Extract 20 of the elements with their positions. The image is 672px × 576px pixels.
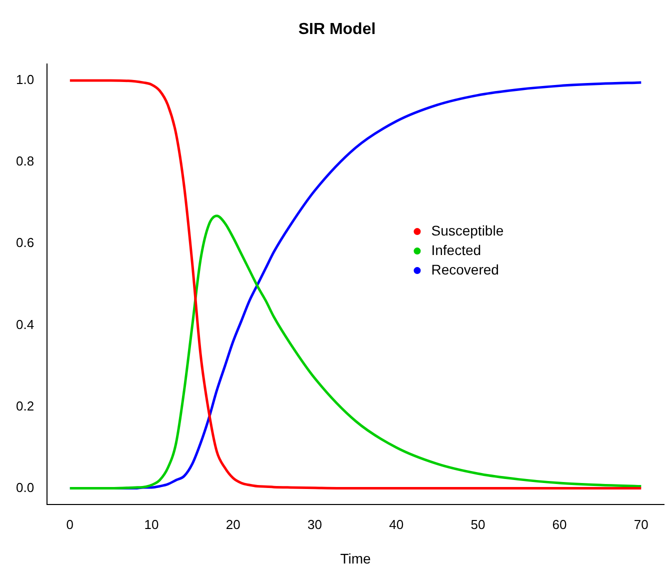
x-tick-label: 40 [389,516,404,532]
chart-title: SIR Model [298,21,376,38]
x-tick-label: 0 [66,516,74,532]
line-series [68,214,642,490]
y-tick-label: 0.6 [16,235,34,250]
x-tick-label: 30 [308,516,322,532]
y-tick-label: 0.4 [16,316,34,332]
x-tick-label: 70 [634,516,648,532]
x-tick-label: 10 [144,516,159,532]
legend-label: Recovered [431,261,499,278]
x-axis-title: Time [340,550,372,566]
x-tick-label: 60 [552,516,567,532]
y-tick-label: 1.0 [16,72,34,88]
legend-label: Infected [431,242,482,258]
legend-label: Susceptible [431,222,504,238]
y-tick-label: 0.0 [16,480,34,495]
x-tick-label: 20 [226,516,240,532]
y-tick-label: 0.8 [16,154,34,169]
y-tick-label: 0.2 [16,398,34,414]
x-tick-label: 50 [470,516,486,532]
